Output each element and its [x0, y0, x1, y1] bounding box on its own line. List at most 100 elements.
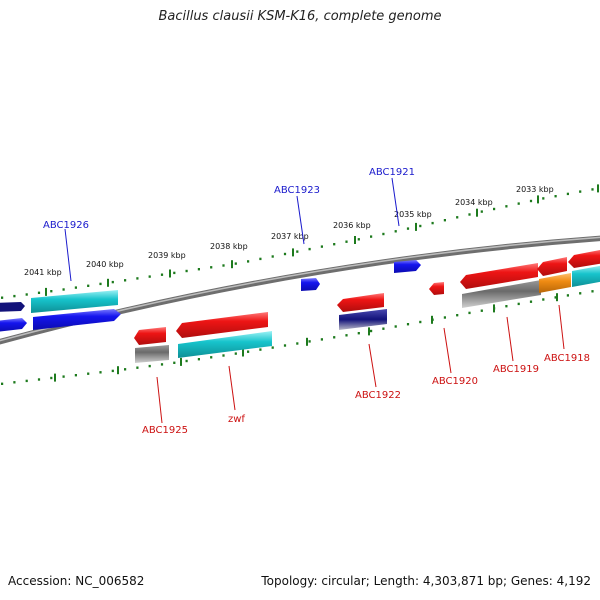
scale-dot [50, 376, 53, 380]
scale-dot [443, 219, 446, 222]
gene-label-abc1920[interactable]: ABC1920 [432, 376, 478, 387]
gene-feature[interactable] [0, 318, 27, 332]
scale-dot [136, 366, 139, 369]
scale-dot [25, 379, 28, 383]
scale-dot [345, 240, 348, 243]
gene-feature[interactable] [134, 327, 166, 345]
gene-feature[interactable] [0, 302, 25, 312]
scale-dot [173, 271, 176, 275]
forward-leaders [64, 177, 400, 282]
kbp-label: 2038 kbp [210, 242, 248, 251]
gene-feature[interactable] [301, 278, 320, 291]
gene-feature[interactable] [135, 345, 169, 363]
forward-features [0, 260, 421, 332]
scale-dot [382, 327, 385, 330]
scale-dot [517, 202, 520, 205]
scale-dot [542, 298, 545, 301]
scale-dot [271, 346, 274, 349]
gene-feature[interactable] [31, 290, 118, 313]
gene-feature[interactable] [537, 257, 567, 276]
gene-feature[interactable] [539, 273, 571, 293]
gene-label-abc1919[interactable]: ABC1919 [493, 364, 539, 375]
gene-label-abc1918[interactable]: ABC1918 [544, 353, 590, 364]
gene-label-zwf[interactable]: zwf [228, 414, 245, 425]
scale-dot [529, 300, 533, 303]
gene-label-abc1921[interactable]: ABC1921 [369, 167, 415, 178]
gene-feature[interactable] [176, 312, 268, 338]
gene-label-abc1925[interactable]: ABC1925 [142, 425, 188, 436]
scale-dot [13, 294, 16, 298]
scale-dot [210, 266, 213, 269]
scale-dot [50, 290, 53, 293]
scale-dot [394, 325, 397, 328]
scale-dot [247, 350, 250, 353]
gene-label-abc1926[interactable]: ABC1926 [43, 220, 89, 231]
scale-dot [406, 227, 410, 230]
scale-dot [517, 302, 520, 306]
gene-feature[interactable] [568, 249, 600, 268]
scale-dot [308, 247, 311, 251]
scale-dot [443, 316, 446, 319]
scale-dot [173, 361, 176, 364]
scale-dot [136, 277, 139, 280]
scale-dot [87, 372, 90, 375]
scale-dot [197, 358, 200, 361]
scale-dot [468, 213, 471, 216]
kbp-label: 2033 kbp [516, 185, 554, 194]
gene-feature[interactable] [394, 260, 421, 273]
scale-dot [456, 216, 459, 219]
map-title: Bacillus clausii KSM-K16, complete genom… [158, 9, 442, 24]
scale-dot [345, 334, 348, 337]
scale-dot [62, 288, 65, 291]
gene-label-abc1923[interactable]: ABC1923 [274, 185, 320, 196]
scale-dot [185, 359, 188, 363]
scale-dot [99, 371, 102, 374]
gene-label-abc1922[interactable]: ABC1922 [355, 390, 401, 401]
scale-dot [25, 293, 28, 296]
scale-dot [160, 273, 164, 276]
reverse-leaders [156, 304, 565, 424]
gene-feature[interactable] [178, 331, 272, 358]
scale-dot [370, 235, 373, 238]
scale-dot [62, 375, 65, 378]
scale-dot [148, 364, 151, 368]
gene-feature[interactable] [337, 293, 384, 312]
scale-dot [357, 332, 360, 335]
gene-feature[interactable] [462, 280, 541, 308]
gene-feature[interactable] [460, 263, 538, 289]
gene-feature[interactable] [429, 282, 444, 295]
scale-dot [37, 291, 41, 294]
scale-dot [406, 323, 410, 326]
scale-dot [222, 264, 225, 267]
scale-dot [370, 329, 373, 333]
scale-dot [529, 199, 533, 203]
scale-dot [333, 336, 336, 339]
scale-dot [480, 309, 483, 312]
scale-dot [283, 252, 287, 256]
outer-scale-ring [1, 184, 599, 299]
kbp-label: 2037 kbp [271, 232, 309, 241]
gene-feature[interactable] [572, 265, 600, 287]
scale-dot [37, 378, 41, 381]
scale-dot [74, 286, 77, 289]
scale-dot [296, 250, 299, 253]
scale-dot [124, 368, 127, 371]
scale-dot [259, 257, 262, 261]
gene-feature[interactable] [339, 309, 387, 330]
scale-dot [431, 221, 434, 225]
scale-dot [394, 230, 397, 233]
scale-dot [111, 369, 114, 373]
scale-dot [333, 243, 336, 246]
scale-dot [505, 205, 508, 208]
leader-line [558, 304, 565, 350]
scale-dot [160, 363, 164, 366]
gene-feature[interactable] [33, 309, 121, 330]
scale-dot [185, 269, 188, 273]
leader-line [296, 195, 305, 245]
scale-dot [554, 296, 557, 299]
scale-dot [505, 305, 508, 308]
scale-dot [74, 374, 77, 377]
scale-dot [566, 192, 569, 196]
scale-dot [419, 320, 422, 324]
scale-dot [234, 262, 237, 265]
